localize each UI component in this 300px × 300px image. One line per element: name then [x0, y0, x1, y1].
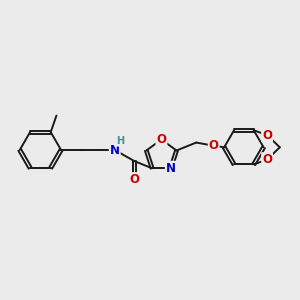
Text: O: O: [129, 173, 140, 186]
Text: N: N: [166, 162, 176, 175]
Text: O: O: [262, 153, 272, 166]
Text: O: O: [156, 133, 167, 146]
Text: O: O: [262, 128, 272, 142]
Text: N: N: [110, 143, 120, 157]
Text: O: O: [209, 139, 219, 152]
Text: H: H: [116, 136, 124, 146]
